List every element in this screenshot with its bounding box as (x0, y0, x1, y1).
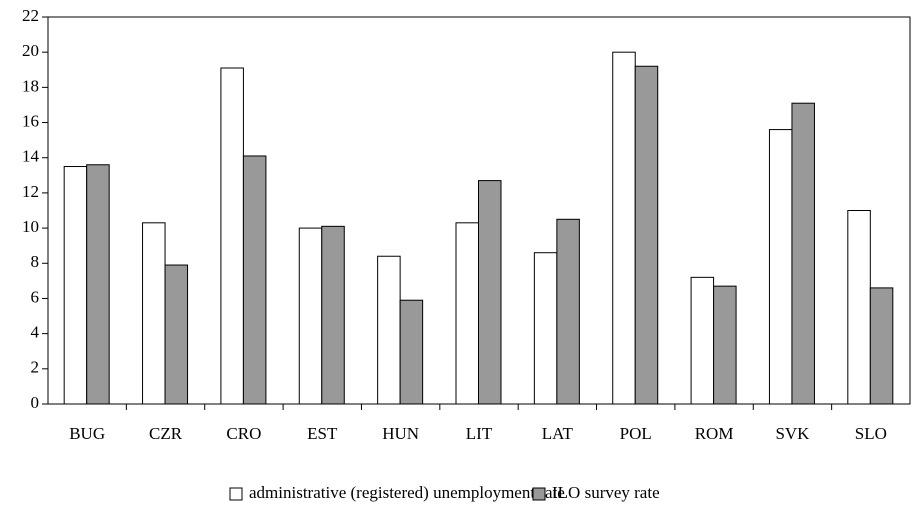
bar (298, 227, 323, 405)
bar (556, 218, 580, 405)
bar (164, 264, 189, 405)
bar (399, 299, 424, 405)
y-tick-label: 0 (31, 393, 40, 412)
x-tick-label: SLO (855, 424, 887, 443)
bar (63, 166, 88, 405)
legend-swatch (229, 487, 243, 501)
x-tick-label: ROM (695, 424, 734, 443)
y-tick-label: 14 (22, 147, 40, 166)
y-tick-label: 8 (31, 252, 40, 271)
legend-swatch (532, 487, 546, 501)
x-tick-label: POL (620, 424, 652, 443)
x-tick-label: CRO (226, 424, 261, 443)
bar (86, 164, 110, 405)
x-tick-label: BUG (69, 424, 105, 443)
x-tick-label: LIT (466, 424, 493, 443)
bar (791, 102, 815, 405)
x-tick-label: EST (307, 424, 338, 443)
bar (612, 51, 636, 405)
bar (847, 210, 871, 405)
legend-label: ILO survey rate (552, 483, 660, 502)
bar (455, 222, 479, 405)
bar (869, 287, 894, 405)
bar (242, 155, 267, 405)
bar (377, 255, 401, 405)
x-tick-label: SVK (775, 424, 810, 443)
bar (142, 222, 166, 405)
y-tick-label: 10 (22, 217, 39, 236)
legend-label: administrative (registered) unemployment… (249, 483, 565, 502)
bar (634, 65, 659, 405)
y-tick-label: 12 (22, 182, 39, 201)
bar (690, 276, 715, 405)
y-tick-label: 6 (31, 287, 40, 306)
x-tick-label: CZR (149, 424, 183, 443)
bar (220, 67, 244, 405)
y-tick-label: 16 (22, 111, 39, 130)
y-tick-label: 22 (22, 6, 39, 25)
bar (533, 252, 558, 405)
bar (713, 285, 737, 405)
y-tick-label: 2 (31, 358, 40, 377)
y-tick-label: 18 (22, 76, 39, 95)
y-tick-label: 20 (22, 41, 39, 60)
y-tick-label: 4 (31, 323, 40, 342)
bar (321, 225, 345, 405)
bar (478, 180, 502, 405)
x-tick-label: LAT (542, 424, 574, 443)
x-tick-label: HUN (382, 424, 419, 443)
bar (768, 129, 793, 405)
